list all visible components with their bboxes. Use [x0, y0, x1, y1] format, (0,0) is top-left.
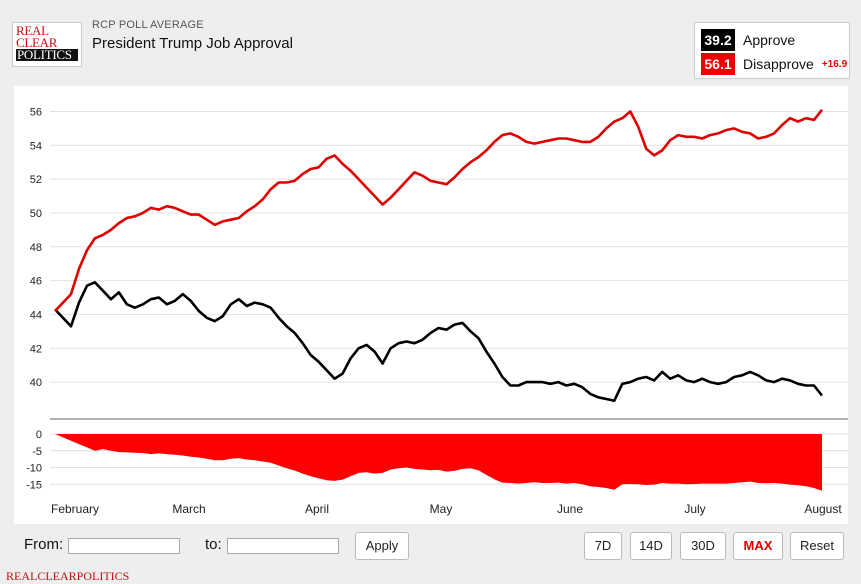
reset-button[interactable]: Reset — [790, 532, 844, 560]
range-30d-button[interactable]: 30D — [680, 532, 726, 560]
x-tick-label: May — [430, 502, 453, 516]
to-label: to: — [205, 536, 222, 553]
logo-line-1: REAL — [16, 23, 49, 38]
y-tick-label: 42 — [30, 343, 42, 355]
range-7d-button[interactable]: 7D — [584, 532, 622, 560]
legend-disapprove: 56.1 Disapprove +16.9 — [701, 53, 847, 75]
y-tick-label: 46 — [30, 276, 42, 288]
approve-label: Approve — [743, 32, 796, 48]
from-date-input[interactable] — [68, 538, 180, 554]
spread-tick-label: -10 — [26, 463, 42, 475]
y-tick-label: 50 — [30, 208, 42, 220]
chart-title: President Trump Job Approval — [92, 35, 293, 52]
x-tick-label: August — [804, 502, 842, 516]
series-line-approve — [54, 281, 824, 403]
footer-brand: REALCLEARPOLITICS — [6, 569, 130, 583]
date-controls: From: to: Apply 7D 14D 30D MAX Reset — [0, 528, 861, 568]
x-tick-label: April — [305, 502, 329, 516]
apply-button[interactable]: Apply — [355, 532, 409, 560]
legend-box: 39.2 Approve 56.1 Disapprove +16.9 — [694, 22, 850, 79]
y-tick-label: 44 — [30, 309, 42, 321]
to-date-input[interactable] — [227, 538, 339, 554]
y-tick-label: 56 — [30, 106, 42, 118]
chart-subtitle: RCP POLL AVERAGE — [92, 19, 204, 31]
from-label: From: — [24, 536, 64, 553]
y-tick-label: 40 — [30, 377, 42, 389]
disapprove-label: Disapprove — [743, 56, 814, 72]
logo-line-3: POLITICS — [16, 48, 78, 61]
y-tick-label: 52 — [30, 174, 42, 186]
x-tick-label: June — [557, 502, 583, 516]
approval-chart[interactable]: 40 42 44 46 48 50 52 54 56 0 -5 -10 -15 February March… — [0, 86, 861, 526]
y-tick-label: 54 — [30, 140, 42, 152]
series-line-disapprove — [54, 108, 824, 312]
y-tick-label: 48 — [30, 242, 42, 254]
legend-approve: 39.2 Approve — [701, 29, 795, 51]
spread-tick-label: 0 — [36, 429, 42, 441]
spread-area — [55, 434, 822, 491]
rcp-logo: REAL CLEAR POLITICS — [12, 22, 82, 67]
spread-tick-label: -5 — [32, 446, 42, 458]
spread-value: +16.9 — [821, 58, 848, 70]
disapprove-value-badge: 56.1 — [701, 53, 735, 75]
x-tick-label: March — [172, 502, 205, 516]
approve-value-badge: 39.2 — [701, 29, 735, 51]
x-tick-label: July — [684, 502, 705, 516]
range-14d-button[interactable]: 14D — [630, 532, 672, 560]
spread-tick-label: -15 — [26, 479, 42, 491]
logo-line-2: CLEAR — [16, 35, 58, 50]
x-tick-label: February — [51, 502, 99, 516]
range-max-button[interactable]: MAX — [733, 532, 783, 560]
